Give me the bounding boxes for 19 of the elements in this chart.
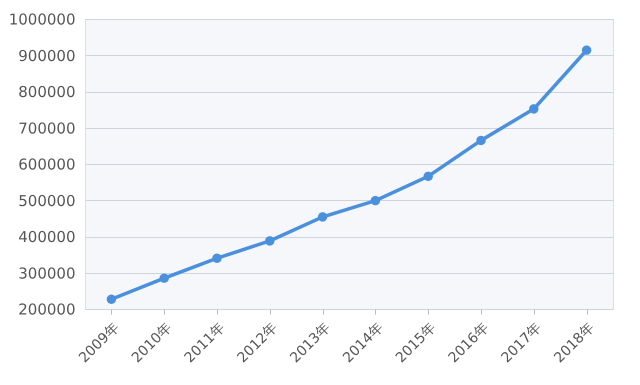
- y-tick-label: 200000: [18, 300, 76, 318]
- y-tick-label: 300000: [18, 264, 76, 282]
- point: [265, 236, 275, 246]
- y-tick-label: 1000000: [8, 10, 76, 28]
- y-tick-label: 600000: [18, 156, 76, 174]
- point: [370, 196, 380, 206]
- y-tick-label: 800000: [18, 83, 76, 101]
- point: [106, 294, 116, 304]
- point: [159, 273, 169, 283]
- point: [476, 136, 486, 146]
- point: [423, 172, 433, 182]
- y-tick-label: 500000: [18, 192, 76, 210]
- y-tick-label: 900000: [18, 46, 76, 65]
- point: [582, 45, 592, 55]
- point: [318, 212, 328, 222]
- y-tick-label: 400000: [18, 228, 76, 246]
- y-tick-label: 700000: [18, 119, 76, 138]
- point: [212, 254, 222, 263]
- point: [529, 104, 539, 114]
